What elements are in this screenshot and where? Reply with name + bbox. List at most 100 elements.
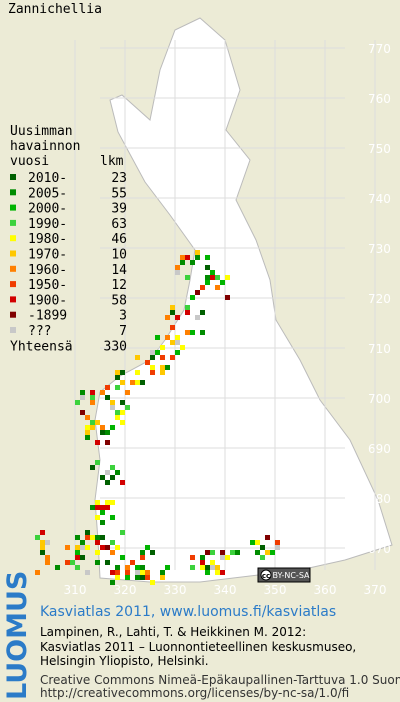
legend-swatch bbox=[10, 265, 16, 272]
legend-label: 1990- bbox=[28, 217, 67, 232]
record-square bbox=[115, 565, 120, 570]
record-square bbox=[110, 500, 115, 505]
record-square bbox=[110, 465, 115, 470]
record-square bbox=[100, 425, 105, 430]
record-square bbox=[180, 260, 185, 265]
record-square bbox=[205, 550, 210, 555]
record-square bbox=[170, 310, 175, 315]
record-square bbox=[210, 550, 215, 555]
record-square bbox=[205, 280, 210, 285]
record-square bbox=[140, 380, 145, 385]
legend-count: 39 bbox=[111, 202, 127, 217]
record-square bbox=[160, 365, 165, 370]
record-square bbox=[80, 395, 85, 400]
record-square bbox=[105, 480, 110, 485]
record-square bbox=[95, 505, 100, 510]
record-square bbox=[110, 515, 115, 520]
record-square bbox=[105, 470, 110, 475]
record-square bbox=[115, 370, 120, 375]
y-label: 730 bbox=[368, 242, 391, 256]
record-square bbox=[120, 530, 125, 535]
record-square bbox=[160, 345, 165, 350]
record-square bbox=[160, 370, 165, 375]
citation: Kasviatlas 2011 – Luonnontieteellinen ke… bbox=[40, 640, 356, 654]
record-square bbox=[160, 355, 165, 360]
record-square bbox=[180, 345, 185, 350]
record-square bbox=[160, 575, 165, 580]
record-square bbox=[105, 545, 110, 550]
record-square bbox=[180, 255, 185, 260]
record-square bbox=[105, 385, 110, 390]
record-square bbox=[210, 270, 215, 275]
license: http://creativecommons.org/licenses/by-n… bbox=[40, 686, 349, 700]
records bbox=[35, 250, 280, 585]
legend-count: 58 bbox=[111, 293, 127, 308]
record-square bbox=[150, 365, 155, 370]
record-square bbox=[205, 570, 210, 575]
record-square bbox=[220, 555, 225, 560]
record-square bbox=[260, 555, 265, 560]
record-square bbox=[205, 265, 210, 270]
legend-heading: havainnon bbox=[10, 139, 80, 154]
record-square bbox=[165, 315, 170, 320]
record-square bbox=[110, 550, 115, 555]
record-square bbox=[105, 395, 110, 400]
footer-link[interactable]: Kasviatlas 2011, www.luomus.fi/kasviatla… bbox=[40, 604, 336, 620]
legend-count: 10 bbox=[111, 248, 127, 263]
record-square bbox=[110, 570, 115, 575]
record-square bbox=[205, 565, 210, 570]
record-square bbox=[100, 545, 105, 550]
badge-text: BY-NC-SA bbox=[272, 571, 310, 580]
record-square bbox=[190, 260, 195, 265]
record-square bbox=[45, 540, 50, 545]
legend-swatch bbox=[10, 311, 16, 318]
record-square bbox=[200, 555, 205, 560]
legend-label: 1960- bbox=[28, 263, 67, 278]
record-square bbox=[210, 565, 215, 570]
record-square bbox=[110, 400, 115, 405]
record-square bbox=[215, 570, 220, 575]
record-square bbox=[85, 415, 90, 420]
record-square bbox=[115, 385, 120, 390]
record-square bbox=[35, 570, 40, 575]
record-square bbox=[275, 545, 280, 550]
record-square bbox=[220, 550, 225, 555]
record-square bbox=[110, 475, 115, 480]
record-square bbox=[145, 360, 150, 365]
x-label: 320 bbox=[114, 583, 137, 597]
record-square bbox=[65, 545, 70, 550]
record-square bbox=[150, 350, 155, 355]
record-square bbox=[35, 535, 40, 540]
record-square bbox=[75, 535, 80, 540]
record-square bbox=[270, 550, 275, 555]
record-square bbox=[65, 560, 70, 565]
record-square bbox=[120, 555, 125, 560]
record-square bbox=[235, 550, 240, 555]
y-label: 700 bbox=[368, 392, 391, 406]
record-square bbox=[200, 330, 205, 335]
record-square bbox=[200, 560, 205, 565]
record-square bbox=[70, 560, 75, 565]
record-square bbox=[105, 500, 110, 505]
record-square bbox=[175, 270, 180, 275]
record-square bbox=[120, 370, 125, 375]
record-square bbox=[265, 550, 270, 555]
legend-label: 2010- bbox=[28, 171, 67, 186]
record-square bbox=[210, 275, 215, 280]
x-label: 370 bbox=[364, 583, 387, 597]
citation: Lampinen, R., Lahti, T. & Heikkinen M. 2… bbox=[40, 625, 306, 639]
record-square bbox=[145, 545, 150, 550]
record-square bbox=[95, 560, 100, 565]
record-square bbox=[195, 315, 200, 320]
license: Creative Commons Nimeä-Epäkaupallinen-Ta… bbox=[40, 673, 400, 687]
record-square bbox=[175, 350, 180, 355]
record-square bbox=[95, 420, 100, 425]
record-square bbox=[85, 570, 90, 575]
record-square bbox=[105, 440, 110, 445]
record-square bbox=[95, 550, 100, 555]
record-square bbox=[105, 560, 110, 565]
record-square bbox=[125, 570, 130, 575]
record-square bbox=[210, 560, 215, 565]
